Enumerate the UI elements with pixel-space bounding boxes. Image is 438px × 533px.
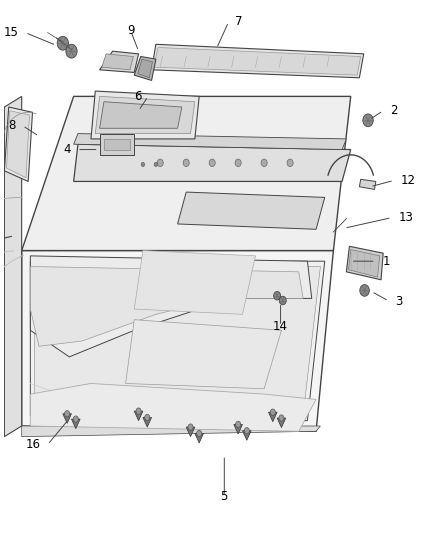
Polygon shape bbox=[359, 179, 376, 189]
Polygon shape bbox=[4, 96, 22, 437]
Circle shape bbox=[279, 296, 286, 305]
Circle shape bbox=[261, 159, 267, 166]
Polygon shape bbox=[152, 44, 364, 78]
Polygon shape bbox=[99, 102, 182, 128]
Polygon shape bbox=[30, 383, 316, 431]
Text: 7: 7 bbox=[235, 15, 243, 28]
Polygon shape bbox=[102, 54, 134, 70]
Text: 9: 9 bbox=[127, 25, 134, 37]
Polygon shape bbox=[30, 256, 312, 357]
Circle shape bbox=[154, 163, 158, 166]
Polygon shape bbox=[126, 320, 282, 389]
Polygon shape bbox=[71, 419, 80, 429]
Polygon shape bbox=[234, 424, 243, 434]
Polygon shape bbox=[346, 246, 383, 280]
Polygon shape bbox=[35, 266, 321, 415]
Circle shape bbox=[363, 114, 373, 127]
Circle shape bbox=[270, 409, 276, 415]
Circle shape bbox=[244, 427, 249, 434]
Circle shape bbox=[188, 424, 193, 430]
Polygon shape bbox=[91, 91, 199, 139]
Polygon shape bbox=[30, 261, 325, 421]
Circle shape bbox=[64, 410, 70, 417]
Polygon shape bbox=[22, 426, 321, 437]
Polygon shape bbox=[177, 192, 325, 229]
Text: 4: 4 bbox=[63, 143, 71, 156]
Polygon shape bbox=[134, 251, 255, 314]
Text: 5: 5 bbox=[221, 490, 228, 503]
Polygon shape bbox=[22, 251, 333, 431]
Text: 12: 12 bbox=[400, 174, 416, 187]
Polygon shape bbox=[63, 414, 71, 423]
Polygon shape bbox=[143, 417, 152, 427]
Circle shape bbox=[236, 421, 241, 427]
Text: 15: 15 bbox=[4, 26, 19, 39]
Text: 2: 2 bbox=[390, 104, 397, 117]
Circle shape bbox=[57, 36, 68, 50]
Polygon shape bbox=[74, 144, 351, 181]
Polygon shape bbox=[134, 56, 156, 80]
Polygon shape bbox=[74, 134, 346, 150]
Polygon shape bbox=[277, 418, 286, 427]
Polygon shape bbox=[195, 433, 204, 443]
Polygon shape bbox=[30, 266, 303, 346]
Circle shape bbox=[183, 159, 189, 166]
Circle shape bbox=[235, 159, 241, 166]
Circle shape bbox=[209, 159, 215, 166]
Circle shape bbox=[136, 408, 141, 414]
Polygon shape bbox=[186, 427, 195, 437]
Polygon shape bbox=[138, 59, 152, 78]
Circle shape bbox=[197, 430, 202, 437]
Polygon shape bbox=[99, 51, 138, 72]
Circle shape bbox=[66, 44, 77, 58]
Text: 8: 8 bbox=[9, 119, 16, 132]
Circle shape bbox=[141, 163, 145, 166]
Polygon shape bbox=[243, 431, 251, 440]
Circle shape bbox=[360, 285, 369, 296]
Circle shape bbox=[287, 159, 293, 166]
Polygon shape bbox=[104, 139, 130, 150]
Text: 1: 1 bbox=[382, 255, 390, 268]
Polygon shape bbox=[268, 412, 277, 422]
Circle shape bbox=[157, 159, 163, 166]
Polygon shape bbox=[154, 47, 360, 75]
Text: 14: 14 bbox=[273, 320, 288, 333]
Polygon shape bbox=[99, 134, 134, 155]
Circle shape bbox=[73, 416, 78, 422]
Polygon shape bbox=[7, 111, 29, 177]
Text: 16: 16 bbox=[26, 438, 41, 451]
Text: 6: 6 bbox=[134, 90, 141, 103]
Polygon shape bbox=[134, 411, 143, 421]
Circle shape bbox=[279, 415, 284, 421]
Circle shape bbox=[145, 414, 150, 421]
Polygon shape bbox=[22, 96, 351, 251]
Text: 3: 3 bbox=[396, 295, 403, 308]
Polygon shape bbox=[95, 96, 195, 134]
Text: 13: 13 bbox=[398, 211, 413, 224]
Polygon shape bbox=[4, 107, 32, 181]
Polygon shape bbox=[349, 249, 380, 277]
Circle shape bbox=[274, 292, 281, 300]
